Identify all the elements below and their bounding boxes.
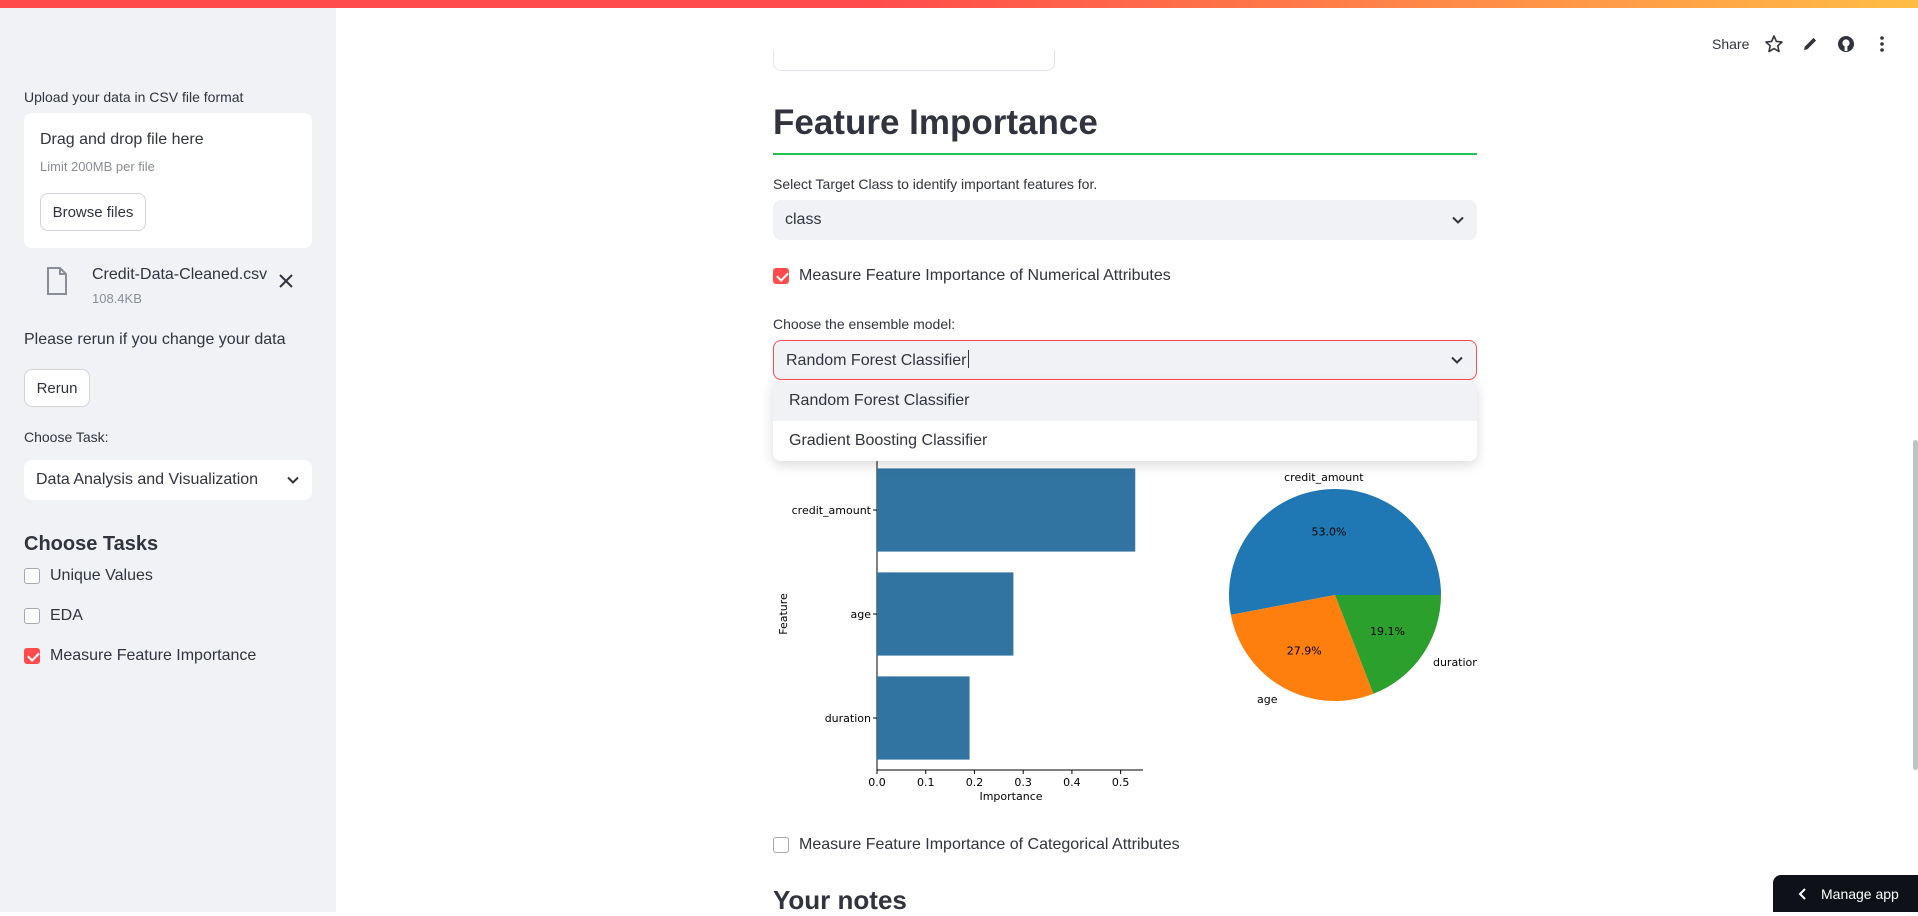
upload-label: Upload your data in CSV file format: [24, 89, 244, 105]
more-button[interactable]: [1872, 30, 1892, 58]
pie-slice-duration: [1335, 595, 1441, 694]
edit-button[interactable]: [1800, 30, 1820, 58]
top-decoration-bar: [0, 0, 1918, 8]
file-dropzone[interactable]: Drag and drop file here Limit 200MB per …: [24, 113, 312, 248]
checkbox-label: EDA: [50, 607, 83, 624]
notes-heading: Your notes: [773, 885, 907, 915]
manage-app-button[interactable]: Manage app: [1773, 875, 1918, 912]
model-select[interactable]: Random Forest Classifier: [773, 340, 1477, 380]
chevron-down-icon: [1451, 356, 1463, 364]
checkbox-label: Measure Feature Importance: [50, 647, 257, 664]
sidebar: Upload your data in CSV file format Drag…: [0, 8, 336, 912]
y-tick-label: credit_amount: [792, 504, 872, 517]
pie-label: credit_amount: [1284, 471, 1364, 484]
x-tick-label: 0.0: [868, 776, 886, 789]
x-tick-label: 0.1: [917, 776, 935, 789]
rerun-button[interactable]: Rerun: [24, 369, 90, 407]
bar-age: [877, 572, 1014, 656]
browse-files-button[interactable]: Browse files: [40, 193, 146, 231]
x-tick-label: 0.2: [966, 776, 984, 789]
file-icon: [47, 267, 67, 295]
pie-label: age: [1257, 693, 1278, 706]
task-checkbox-feature-importance[interactable]: Measure Feature Importance: [24, 645, 256, 667]
chevron-down-icon: [1452, 216, 1464, 224]
model-label: Choose the ensemble model:: [773, 316, 956, 332]
pie-label: duration: [1433, 656, 1477, 669]
chevron-down-icon: [287, 476, 299, 484]
pie-slice-credit_amount: [1229, 489, 1441, 615]
target-label: Select Target Class to identify importan…: [773, 176, 1098, 192]
share-button[interactable]: Share: [1712, 36, 1750, 52]
bar-duration: [877, 676, 970, 760]
more-vertical-icon: [1880, 36, 1884, 52]
bar-credit_amount: [877, 468, 1136, 552]
option-label: Random Forest Classifier: [789, 392, 970, 409]
scrollbar[interactable]: [1913, 440, 1918, 770]
model-option-random-forest[interactable]: Random Forest Classifier: [773, 381, 1477, 421]
categorical-attributes-checkbox[interactable]: Measure Feature Importance of Categorica…: [773, 834, 1180, 856]
pie-value-label: 53.0%: [1312, 526, 1347, 539]
edit-icon: [1804, 37, 1817, 50]
checkbox[interactable]: [24, 648, 40, 664]
target-select-value: class: [785, 211, 822, 228]
task-select-value: Data Analysis and Visualization: [36, 471, 259, 488]
close-icon[interactable]: [276, 271, 296, 291]
manage-app-label: Manage app: [1821, 885, 1899, 902]
model-select-value: Random Forest Classifier: [786, 352, 967, 369]
x-tick-label: 0.5: [1112, 776, 1130, 789]
y-tick-label: age: [851, 608, 872, 621]
chevron-left-icon: [1798, 887, 1806, 900]
task-select[interactable]: Data Analysis and Visualization: [24, 460, 312, 500]
pie-chart: 53.0% credit_amount 27.9% age 19.1% duration: [1229, 471, 1477, 706]
x-tick-label: 0.3: [1014, 776, 1032, 789]
model-option-gradient-boosting[interactable]: Gradient Boosting Classifier: [773, 421, 1477, 461]
pie-value-label: 27.9%: [1287, 645, 1322, 658]
github-button[interactable]: [1836, 30, 1856, 58]
x-axis-label: Importance: [979, 790, 1042, 803]
page-title: Feature Importance: [773, 103, 1098, 142]
star-icon: [1765, 35, 1783, 53]
previous-widget-edge: [773, 50, 1055, 71]
uploaded-file: Credit-Data-Cleaned.csv 108.4KB: [24, 263, 312, 313]
task-label: Choose Task:: [24, 429, 109, 445]
text-cursor: [967, 350, 969, 368]
file-name: Credit-Data-Cleaned.csv: [92, 266, 268, 283]
title-divider: [773, 153, 1477, 155]
x-tick-label: 0.4: [1063, 776, 1081, 789]
checkbox-label: Unique Values: [50, 567, 153, 584]
github-icon: [1838, 36, 1854, 52]
checkbox[interactable]: [24, 608, 40, 624]
task-checkbox-eda[interactable]: EDA: [24, 605, 83, 627]
checkbox-label: Measure Feature Importance of Categorica…: [799, 836, 1180, 853]
pie-value-label: 19.1%: [1370, 625, 1405, 638]
pie-slice-age: [1230, 595, 1374, 701]
checkbox[interactable]: [773, 837, 789, 853]
tasks-heading: Choose Tasks: [24, 533, 159, 555]
checkbox-label: Measure Feature Importance of Numerical …: [799, 267, 1171, 284]
rerun-hint: Please rerun if you change your data: [24, 331, 286, 348]
dropzone-title: Drag and drop file here: [40, 131, 204, 148]
model-dropdown-menu: Random Forest Classifier Gradient Boosti…: [773, 381, 1477, 461]
y-axis-label: Feature: [777, 593, 790, 635]
dropzone-limit: Limit 200MB per file: [40, 159, 155, 174]
file-size: 108.4KB: [92, 291, 142, 306]
target-select[interactable]: class: [773, 200, 1477, 240]
checkbox[interactable]: [24, 568, 40, 584]
checkbox[interactable]: [773, 268, 789, 284]
option-label: Gradient Boosting Classifier: [789, 432, 988, 449]
star-button[interactable]: [1764, 30, 1784, 58]
numerical-attributes-checkbox[interactable]: Measure Feature Importance of Numerical …: [773, 265, 1171, 287]
task-checkbox-unique-values[interactable]: Unique Values: [24, 565, 153, 587]
y-tick-label: duration: [825, 712, 871, 725]
